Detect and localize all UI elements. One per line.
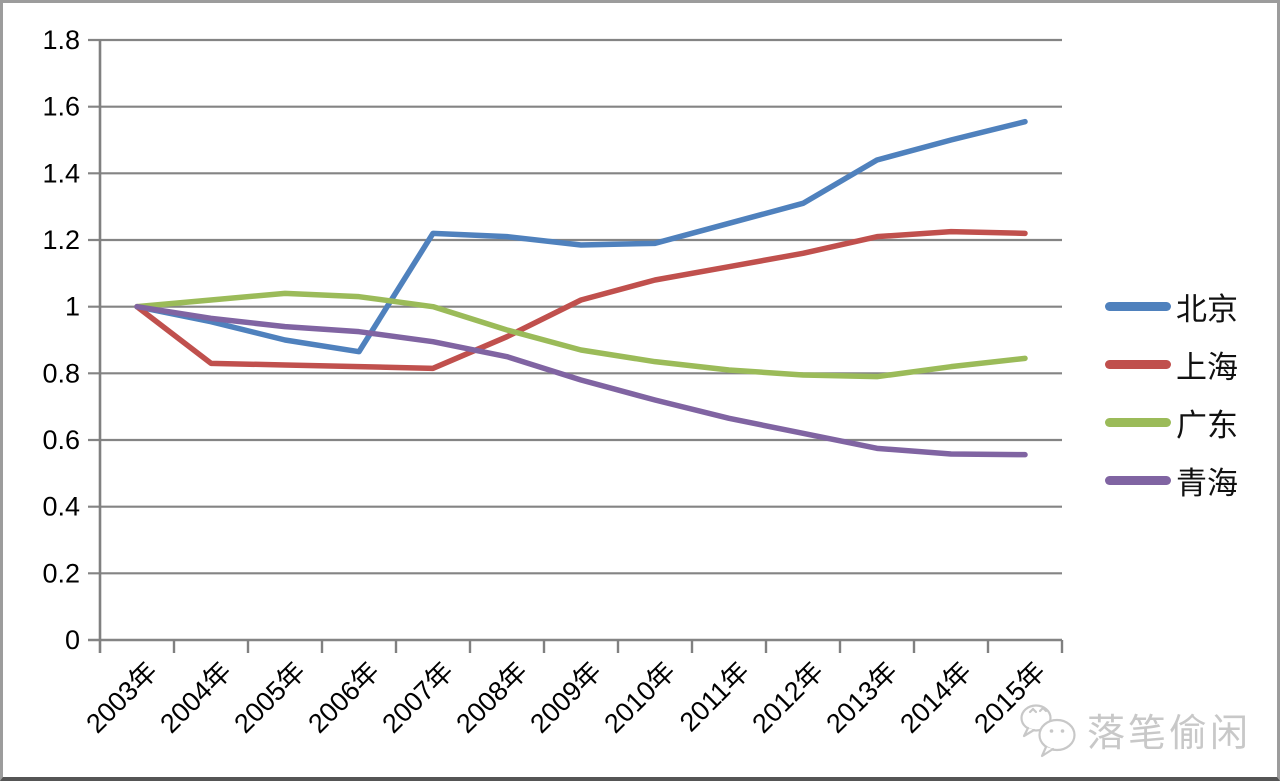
series-line-shanghai (134, 228, 1028, 372)
x-tick-label: 2012年 (746, 656, 829, 739)
series-line-guangdong (134, 290, 1028, 380)
legend-item-beijing: 北京 (1105, 277, 1238, 335)
legend-label-guangdong: 广东 (1176, 407, 1238, 443)
legend-swatch-beijing (1105, 301, 1171, 311)
legend-item-shanghai: 上海 (1105, 335, 1238, 393)
y-tick-label: 1 (65, 292, 80, 322)
legend-label-shanghai: 上海 (1176, 349, 1238, 385)
y-tick-label: 0.8 (42, 358, 80, 388)
x-tick-label: 2009年 (524, 656, 607, 739)
watermark: 落笔偷闲 (1019, 695, 1251, 763)
x-tick-label: 2010年 (598, 656, 681, 739)
series-line-qinghai (134, 303, 1028, 458)
x-tick-label: 2011年 (674, 656, 755, 737)
legend-item-guangdong: 广东 (1105, 393, 1238, 451)
x-tick-label: 2014年 (894, 656, 977, 739)
y-tick-label: 1.2 (42, 225, 80, 255)
x-tick-label: 2003年 (80, 656, 163, 739)
wechat-icon (1020, 704, 1076, 758)
series-line-beijing (134, 118, 1028, 355)
legend-item-qinghai: 青海 (1105, 451, 1238, 509)
x-tick-label: 2006年 (302, 656, 385, 739)
x-tick-label: 2005年 (228, 656, 311, 739)
legend-label-beijing: 北京 (1176, 291, 1238, 327)
y-tick-label: 0.6 (42, 425, 80, 455)
line-chart: 0 0.2 0.4 0.6 0.8 1 1.2 1.4 1.6 1.8 2003年2004年2005… (42, 25, 1064, 739)
watermark-text: 落笔偷闲 (1086, 712, 1251, 755)
legend-swatch-qinghai (1105, 475, 1171, 485)
y-tick-label: 0 (65, 625, 80, 655)
x-tick-label: 2013年 (820, 656, 903, 739)
chart-legend: 北京 上海 广东 青海 (1105, 277, 1238, 509)
legend-swatch-shanghai (1105, 359, 1171, 369)
y-tick-label: 1.4 (42, 158, 80, 188)
x-tick-label: 2007年 (376, 656, 459, 739)
x-tick-label: 2004年 (154, 656, 237, 739)
legend-swatch-guangdong (1105, 417, 1171, 427)
y-tick-label: 0.4 (42, 492, 80, 522)
y-tick-label: 1.8 (42, 25, 80, 55)
x-tick-label: 2008年 (450, 656, 533, 739)
y-tick-label: 0.2 (42, 558, 80, 588)
y-tick-label: 1.6 (42, 92, 80, 122)
legend-label-qinghai: 青海 (1176, 465, 1238, 501)
